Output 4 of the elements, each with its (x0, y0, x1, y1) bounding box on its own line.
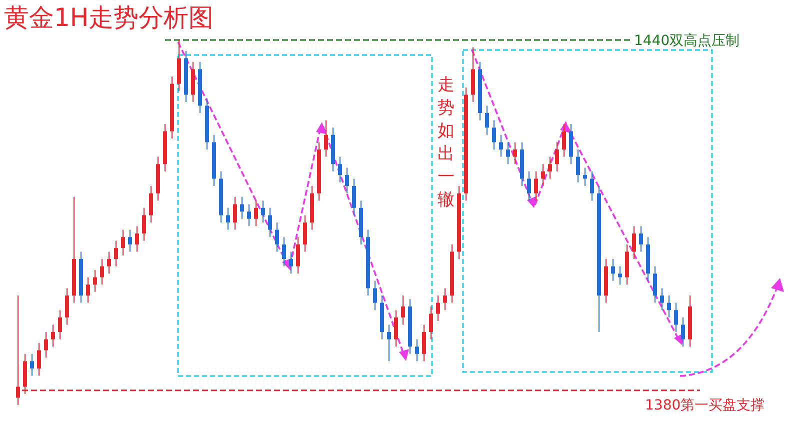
annotation: 走势如出一辙 (438, 75, 454, 210)
ref-line-label: 1380第一买盘支撑 (645, 397, 765, 414)
chart-title: 黄金1H走势分析图 (4, 3, 214, 32)
ref-line-label: 1440双高点压制 (634, 33, 740, 49)
